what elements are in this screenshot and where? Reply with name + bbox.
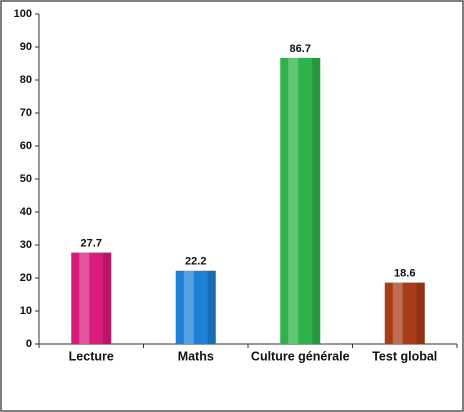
bar-shade bbox=[207, 270, 216, 344]
y-tick-label: 10 bbox=[20, 305, 32, 317]
value-label: 22.2 bbox=[185, 256, 206, 268]
bar bbox=[384, 282, 425, 344]
bar-highlight bbox=[79, 252, 90, 344]
bar-shade bbox=[312, 57, 321, 344]
bar-shade bbox=[103, 252, 112, 344]
bar-highlight bbox=[183, 270, 194, 344]
y-tick-label: 50 bbox=[20, 173, 32, 185]
bar bbox=[280, 57, 321, 344]
y-tick-label: 70 bbox=[20, 107, 32, 119]
bar-shade bbox=[416, 282, 425, 344]
bar bbox=[71, 252, 112, 344]
x-tick-label: Culture générale bbox=[251, 349, 350, 363]
bar-highlight bbox=[288, 57, 299, 344]
y-tick-label: 40 bbox=[20, 206, 32, 218]
value-label: 18.6 bbox=[394, 268, 415, 280]
y-tick-label: 90 bbox=[20, 41, 32, 53]
y-tick-label: 60 bbox=[20, 140, 32, 152]
value-label: 27.7 bbox=[81, 237, 102, 249]
y-tick-label: 0 bbox=[26, 338, 32, 350]
value-label: 86.7 bbox=[290, 43, 311, 55]
bar-highlight bbox=[392, 282, 403, 344]
x-tick-label: Test global bbox=[372, 349, 437, 363]
x-tick-label: Maths bbox=[178, 349, 214, 363]
y-tick-label: 30 bbox=[20, 239, 32, 251]
x-tick-label: Lecture bbox=[69, 349, 114, 363]
y-tick-label: 80 bbox=[20, 74, 32, 86]
y-tick-label: 20 bbox=[20, 272, 32, 284]
bar bbox=[175, 270, 216, 344]
y-tick-label: 100 bbox=[14, 8, 32, 20]
